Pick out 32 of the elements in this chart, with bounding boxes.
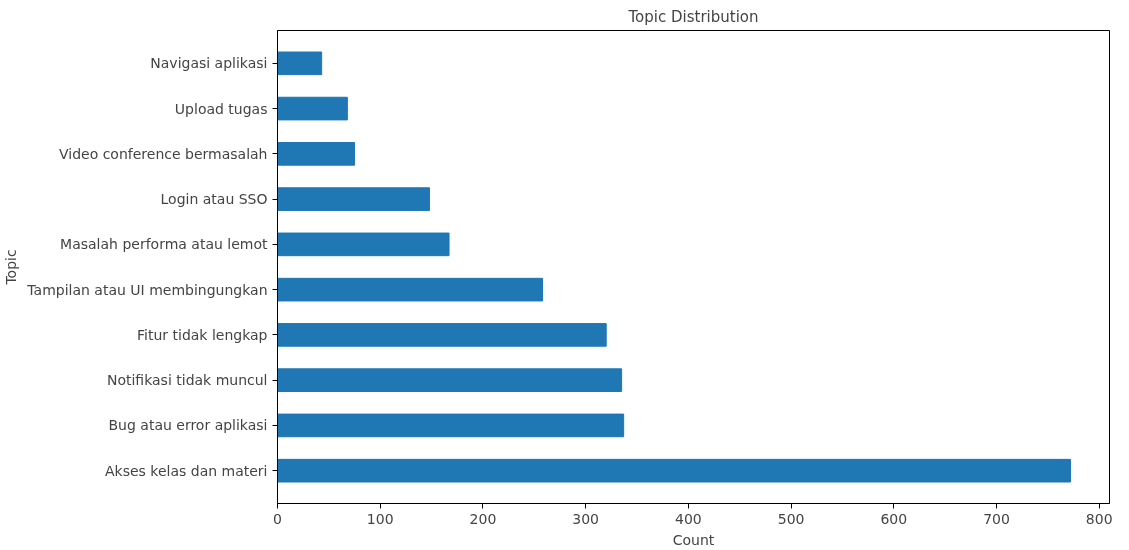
x-tick-label: 600 (880, 510, 908, 527)
x-axis-title: Count (672, 531, 715, 548)
x-tick-label: 100 (366, 510, 394, 527)
y-tick-label: Notifikasi tidak muncul (106, 372, 268, 389)
bar (277, 187, 431, 211)
x-tick-label: 400 (675, 510, 702, 527)
x-tick-label: 800 (1085, 510, 1113, 527)
x-tick-label: 300 (572, 510, 600, 527)
x-tick-label: 500 (777, 510, 805, 527)
y-tick-label: Masalah performa atau lemot (60, 236, 269, 253)
y-tick-label: Login atau SSO (160, 191, 268, 208)
bar (277, 96, 348, 121)
x-tick-label: 200 (469, 510, 497, 527)
bar (277, 368, 623, 392)
bar (277, 323, 607, 347)
y-tick-label: Video conference bermasalah (59, 145, 268, 162)
x-tick-label: 0 (273, 510, 282, 527)
y-axis-title: Topic (3, 249, 20, 286)
bar (277, 142, 356, 166)
y-tick-label: Fitur tidak lengkap (137, 326, 268, 343)
bar (277, 232, 450, 257)
y-tick-label: Bug atau error aplikasi (108, 417, 268, 434)
y-tick-label: Akses kelas dan materi (104, 462, 268, 479)
bar (277, 277, 544, 302)
chart-title: Topic Distribution (627, 7, 759, 26)
bar (277, 458, 1071, 483)
x-tick-label: 700 (983, 510, 1010, 527)
y-tick-label: Upload tugas (174, 100, 268, 117)
bar (277, 413, 625, 438)
y-tick-label: Navigasi aplikasi (150, 55, 268, 72)
bar (277, 51, 323, 76)
y-tick-label: Tampilan atau UI membingungkan (26, 281, 268, 298)
